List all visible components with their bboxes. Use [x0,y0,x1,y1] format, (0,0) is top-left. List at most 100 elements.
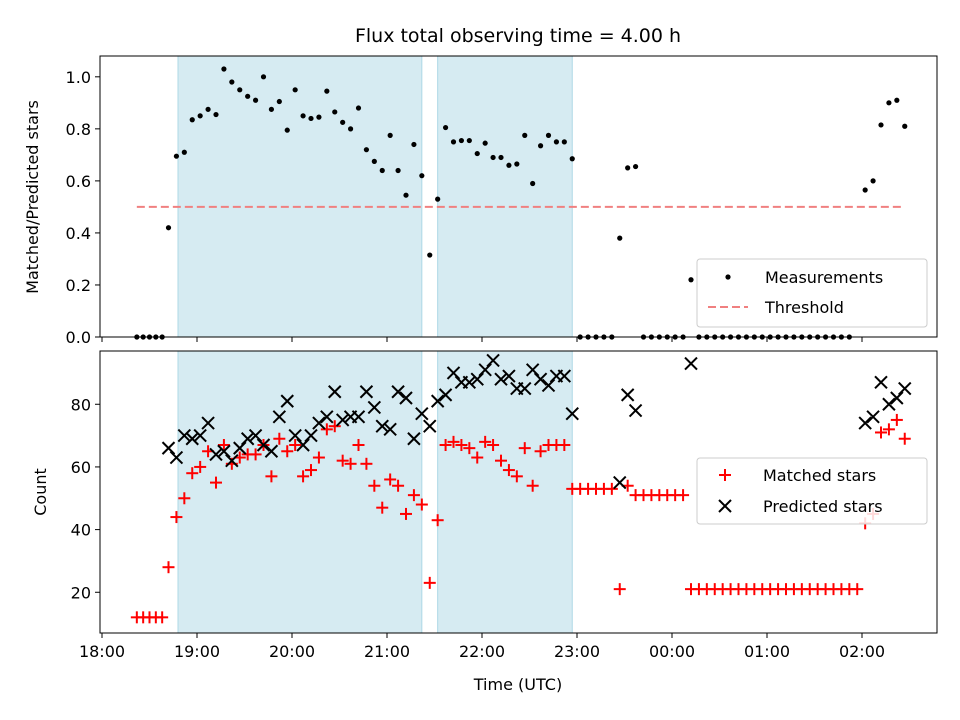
predicted-stars-point [541,378,556,393]
x-tick-label: 18:00 [79,642,125,661]
predicted-stars-point [383,422,397,437]
matched-stars-point [558,439,571,451]
top-plot-frame [99,55,938,338]
top-shaded-region [177,55,423,338]
predicted-stars-point [565,406,579,421]
matched-stars-point [328,420,341,433]
predicted-stars-point [533,372,548,386]
measurement-point [553,139,560,145]
measurement-point [482,140,488,146]
top-y-tick-label: 0.6 [66,172,91,191]
bottom-x-ticks: 18:00 19:00 20:00 21:00 22:00 23:00 00:00 01:00… [79,633,885,661]
predicted-stars-point [335,413,350,427]
measurement-point [490,154,496,161]
predicted-stars-point [446,366,461,380]
x-tick-label: 23:00 [554,642,600,661]
matched-stars-point [605,482,618,495]
bottom-panel: 20 40 60 80 18:00 19:00 20:00 21:00 22:00 23:00 0… [31,350,938,694]
predicted-stars-point [375,419,389,433]
matched-stars-point [162,561,175,574]
top-shaded-regions [177,55,573,338]
predicted-stars-point [502,369,516,383]
measurement-point [197,113,203,119]
measurement-point [902,123,908,129]
bot-y-tick-label: 40 [71,521,91,540]
measurement-point [870,178,876,184]
x-axis-label: Time (UTC) [473,675,562,694]
top-panel: 0.0 0.2 0.4 0.6 0.8 1.0 Matched/Predicted sta… [23,55,938,347]
matched-stars-point [360,457,373,470]
x-tick-label: 22:00 [459,642,505,661]
predicted-stars-point [525,363,540,377]
top-x-ticks [101,337,863,342]
measurement-point [894,97,900,103]
predicted-stars-point [177,428,192,443]
matched-stars-point [487,439,500,451]
matched-stars-point [851,583,864,596]
matched-stars-point [447,435,460,448]
measurement-point [435,196,441,202]
top-legend: Measurements Threshold [696,258,928,328]
measurement-point [252,97,259,103]
predicted-stars-point [359,385,374,399]
predicted-stars-point [296,438,310,452]
matched-stars-point [455,439,468,451]
legend-matched-label: Matched stars [763,466,876,485]
matched-stars-point [400,507,412,520]
measurement-point [205,106,211,112]
predicted-stars-point [684,356,698,371]
top-legend-box [696,258,928,328]
predicted-stars-point [161,441,176,455]
predicted-stars-point [407,432,421,446]
predicted-stars-point [367,400,382,415]
matched-stars-point [194,460,207,473]
measurement-point [458,137,465,144]
measurement-point [308,115,314,122]
measurement-point [474,150,480,157]
predicted-stars-point [233,441,247,455]
matched-stars-point [415,498,428,511]
predicted-stars-point [518,381,532,396]
matched-stars-point [178,492,191,505]
matched-stars-point [265,470,278,483]
predicted-stars-point [193,428,207,443]
matched-stars-point [502,464,515,477]
predicted-stars-point [486,353,500,368]
measurement-point [181,149,187,155]
matched-stars-point [463,442,476,455]
predicted-stars-point [874,375,888,390]
matched-stars-point [281,445,294,458]
predicted-stars-point [470,372,484,386]
x-tick-label: 21:00 [364,642,410,661]
top-y-tick-label: 1.0 [66,68,91,87]
measurement-point [332,109,338,115]
matched-stars-point [613,583,626,596]
predicted-stars-point [882,397,896,411]
bottom-legend: Matched stars Predicted stars [696,457,928,525]
predicted-stars-point [225,453,239,468]
measurement-point [442,124,449,131]
matched-stars-point [384,473,397,486]
matched-stars-point [534,445,547,458]
top-shaded-region [437,55,573,338]
predicted-stars-point [557,369,572,383]
matched-stars-point [510,470,523,483]
legend-predicted-marker [718,499,732,513]
matched-stars-point [312,451,325,464]
predicted-stars-point [320,410,334,424]
legend-threshold-label: Threshold [764,298,844,317]
measurement-point [300,113,306,119]
matched-stars-point [297,470,310,483]
matched-stars-point [431,514,444,527]
measurement-point [545,132,552,138]
predicted-stars-point [399,391,413,405]
top-y-axis-label: Matched/Predicted stars [23,100,42,294]
predicted-stars-point [201,416,215,430]
top-y-ticks: 0.0 0.2 0.4 0.6 0.8 1.0 [66,68,100,347]
measurement-point [347,126,354,132]
matched-stars-point [344,457,357,470]
measurement-point [363,147,370,153]
measurement-point [569,156,575,162]
matched-stars-point [305,464,317,477]
